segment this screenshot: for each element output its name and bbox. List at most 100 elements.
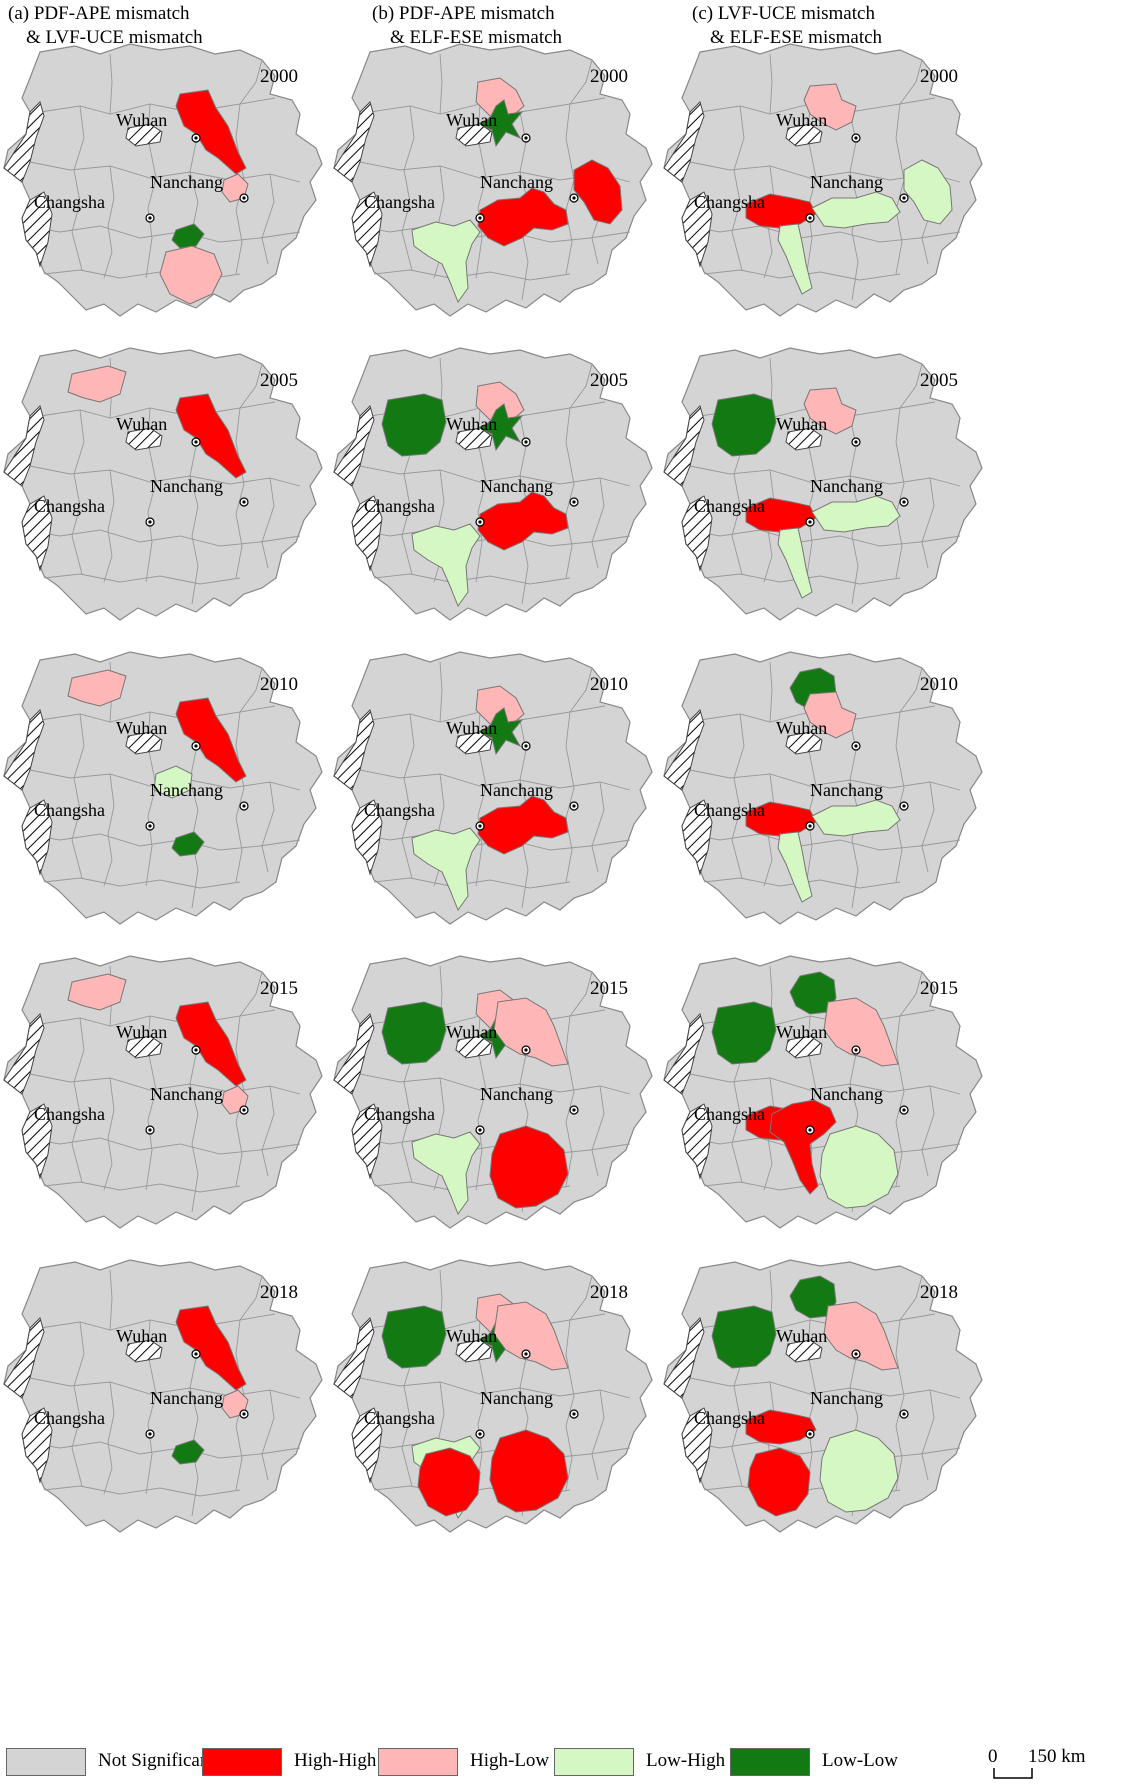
county-boundary [401,105,415,271]
no-data-hatch [455,1035,493,1059]
city-label-wuhan: Wuhan [776,1022,828,1042]
no-data-hatch [351,495,383,572]
map-svg [333,1259,653,1533]
no-data-hatch [3,1317,45,1399]
legend-swatch [378,1748,458,1776]
city-label-changsha: Changsha [364,1408,435,1428]
county-boundary [239,59,263,105]
region-high-high [175,697,247,783]
map-svg [663,955,983,1229]
region-low-low [171,1439,205,1465]
city-label-nanchang: Nanchang [480,476,553,496]
no-data-hatch [21,799,53,876]
county-boundary [359,1377,631,1399]
city-label-nanchang: Nanchang [810,1388,883,1408]
column-header-line2: & ELF-ESE mismatch [390,27,563,48]
region-high-low [493,997,569,1067]
county-boundary [261,781,275,873]
region-low-high [777,527,813,599]
city-marker-icon [851,437,861,447]
county-boundary [373,573,571,585]
city-label-wuhan: Wuhan [776,718,828,738]
county-boundary [899,59,923,105]
city-marker-icon [145,1125,155,1135]
city-label-wuhan: Wuhan [116,1022,168,1042]
panel-year: 2005 [920,370,958,391]
no-data-hatch [333,405,375,487]
map-panel-a-2010: 2010 Wuhan Nanchang Changsha [0,650,330,950]
county-boundary [239,971,263,1017]
county-boundary [239,1275,263,1321]
county-boundary [25,529,301,547]
city-marker-icon [899,193,909,203]
panel-year: 2015 [260,978,298,999]
no-data-hatch [125,123,163,147]
city-label-nanchang: Nanchang [150,476,223,496]
region-high-high [175,393,247,479]
region-high-low [493,1301,569,1371]
map-panel-a-2018: 2018 Wuhan Nanchang Changsha [0,1258,330,1558]
map-panel-b-2010: 2010 Wuhan Nanchang Changsha [330,650,660,950]
city-marker-icon [239,1409,249,1419]
region-low-low [381,1001,447,1065]
city-marker-icon [191,741,201,751]
county-boundary [439,53,443,115]
map-svg [333,955,653,1229]
region-high-high [175,89,247,175]
region-high-high [747,1447,811,1517]
region-low-low [171,223,205,249]
city-marker-icon [521,741,531,751]
column-header-line2: & ELF-ESE mismatch [710,27,883,48]
region-high-low [159,245,223,305]
county-boundary [769,53,773,115]
no-data-hatch [21,1407,53,1484]
region-high-low [67,365,127,403]
county-boundary [103,165,115,279]
region-low-high [811,799,901,837]
map-panel-b-2005: 2005 Wuhan Nanchang Changsha [330,346,660,646]
county-boundary [569,363,593,409]
province-base [3,43,323,317]
city-label-changsha: Changsha [694,800,765,820]
region-low-low [711,1001,777,1065]
city-label-nanchang: Nanchang [810,476,883,496]
county-boundary [565,1319,575,1491]
province-base [333,43,653,317]
region-high-low [475,77,525,119]
scale-bar-line [993,1768,1033,1779]
no-data-hatch [681,1103,713,1180]
county-boundary [239,667,263,713]
city-label-changsha: Changsha [364,1104,435,1124]
county-boundary [71,713,85,879]
city-marker-icon [805,1125,815,1135]
city-marker-icon [475,517,485,527]
map-panel-b-2015: 2015 Wuhan Nanchang Changsha [330,954,660,1254]
no-data-hatch [663,709,705,791]
province-base [663,43,983,317]
county-boundary [591,781,605,873]
no-data-hatch [351,1407,383,1484]
province-base [3,1259,323,1533]
city-marker-icon [569,497,579,507]
no-data-hatch [785,731,823,755]
city-marker-icon [191,437,201,447]
city-marker-icon [899,801,909,811]
map-panel-a-2000: 2000 Wuhan Nanchang Changsha [0,42,330,342]
city-marker-icon [569,1105,579,1115]
map-svg [663,43,983,317]
county-boundary [373,877,571,889]
county-boundary [401,713,415,879]
county-boundary [565,407,575,579]
legend: Not Significant High-High High-Low Low-High… [6,1742,1128,1782]
city-marker-icon [851,133,861,143]
county-boundary [109,53,113,115]
no-data-hatch [455,731,493,755]
city-marker-icon [475,1125,485,1135]
no-data-hatch [785,1035,823,1059]
scale-bar: 0 150 km [986,1746,1128,1780]
map-panel-c-2018: 2018 Wuhan Nanchang Changsha [660,1258,990,1558]
region-low-low [476,99,524,148]
county-boundary [689,769,961,791]
region-low-high [777,831,813,903]
county-boundary [921,477,935,569]
